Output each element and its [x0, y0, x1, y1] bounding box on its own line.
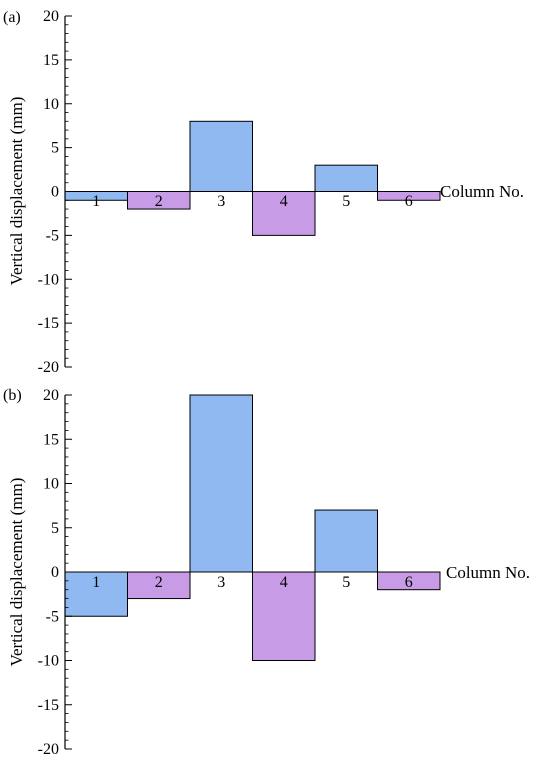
y-tick-label: 20 [43, 8, 59, 25]
y-tick-label: 5 [51, 520, 59, 537]
panel-label: (b) [3, 387, 22, 404]
category-label-4: 4 [280, 574, 288, 591]
bar-5 [314, 509, 378, 573]
x-axis-title: Column No. [440, 182, 524, 201]
y-axis-title: Vertical displacement (mm) [7, 478, 26, 667]
category-label-5: 5 [342, 574, 350, 591]
y-tick-label: 10 [43, 476, 59, 493]
y-tick-label: 5 [51, 140, 59, 157]
y-tick-label: 10 [43, 96, 59, 113]
category-label-2: 2 [155, 574, 163, 591]
bar-3 [189, 394, 253, 573]
y-tick-label: 15 [43, 431, 59, 448]
category-label-5: 5 [342, 193, 350, 210]
bar-4 [252, 191, 316, 236]
y-tick-label: -5 [46, 608, 59, 625]
y-tick-label: -15 [38, 315, 59, 332]
y-tick-label: -5 [46, 227, 59, 244]
x-axis-title: Column No. [446, 563, 530, 582]
panel-b: 20 15 10 5 0 -5 -10 -15 -20 1 2 3 4 5 6 Column No. Verti… [3, 387, 530, 758]
panel-a: 20 15 10 5 0 -5 -10 -15 -20 1 2 3 4 5 6 Column No. Verti… [3, 8, 524, 376]
bar-3 [189, 120, 253, 192]
category-label-6: 6 [405, 193, 413, 210]
category-label-1: 1 [92, 193, 100, 210]
y-tick-label: -10 [38, 653, 59, 670]
y-tick-label: -20 [38, 359, 59, 376]
y-tick-label: -20 [38, 741, 59, 758]
y-tick-label: 20 [43, 387, 59, 404]
bar-5 [314, 164, 378, 193]
y-tick-label: -10 [38, 271, 59, 288]
category-label-2: 2 [155, 193, 163, 210]
category-label-3: 3 [217, 574, 225, 591]
bar-2 [127, 571, 191, 600]
bar-4 [252, 571, 316, 661]
category-label-6: 6 [405, 574, 413, 591]
y-tick-label: -15 [38, 697, 59, 714]
y-axis-title: Vertical displacement (mm) [7, 97, 26, 286]
y-tick-label: 15 [43, 52, 59, 69]
panel-label: (a) [3, 9, 21, 26]
y-tick-label: 0 [51, 564, 59, 581]
category-label-1: 1 [92, 574, 100, 591]
y-tick-label: 0 [51, 184, 59, 201]
category-label-4: 4 [280, 193, 288, 210]
category-label-3: 3 [217, 193, 225, 210]
